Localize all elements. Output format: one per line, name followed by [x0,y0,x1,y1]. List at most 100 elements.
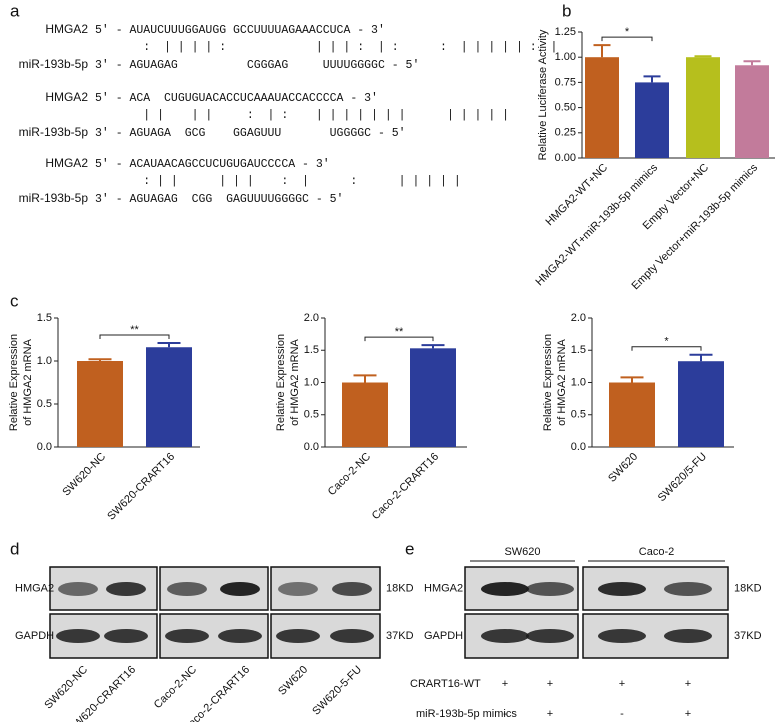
significance-bracket [631,346,702,351]
y-axis-label: of HMGA2 mRNA [22,338,34,425]
band [276,629,320,643]
condition-sign: + [547,678,553,690]
band [106,582,146,596]
sequence: 3' - AGUAGA GCG GGAGUUU UGGGGC - 5' [95,127,406,140]
band [598,629,646,643]
sequence-label: miR-193b-5p [19,57,89,71]
group-label: Caco-2 [639,546,674,558]
significance-bracket [601,36,653,42]
bar [735,65,769,158]
band [664,629,712,643]
band [481,629,529,643]
y-tick-label: 0.5 [304,409,319,421]
base-pairs: | | | | : | : | | | | | | | | | | | | [143,109,509,122]
y-tick-label: 1.0 [571,376,586,388]
bar [77,361,123,447]
band [664,582,712,596]
row-label: GAPDH [424,630,463,642]
band [58,582,98,596]
condition-sign: + [547,708,553,720]
size-label: 18KD [734,582,762,594]
error-bar [743,60,761,66]
y-axis-label: of HMGA2 mRNA [556,338,568,425]
condition-sign: + [502,678,508,690]
band [526,629,574,643]
sequence: 3' - AGUAGAG CGGGAG UUUUGGGGC - 5' [95,59,419,72]
band [481,582,529,596]
band [330,629,374,643]
significance-label: * [625,26,630,38]
y-tick-label: 0.25 [555,127,576,139]
y-tick-label: 0.0 [37,441,52,453]
sequence: 5' - ACAUAACAGCCUCUGUGAUCCCCA - 3' [95,158,330,171]
significance-label: ** [130,324,139,336]
condition-label: miR-193b-5p mimics [416,708,517,720]
y-tick-label: 1.0 [37,355,52,367]
y-tick-label: 0.00 [555,152,576,164]
size-label: 37KD [734,630,762,642]
base-pairs: : | | | | : | | | : | : : | | | | | : | [143,41,557,54]
band [332,582,372,596]
band [526,582,574,596]
sequence: 5' - AUAUCUUUGGAUGG GCCUUUUAGAAACCUCA - … [95,24,385,37]
condition-sign: - [503,708,507,720]
y-tick-label: 0.5 [571,409,586,421]
y-tick-label: 0.75 [555,76,576,88]
row-label: HMGA2 [15,582,54,594]
y-tick-label: 1.0 [304,376,319,388]
band [278,582,318,596]
panel-letter: c [10,291,19,310]
row-label: HMGA2 [424,582,463,594]
significance-label: ** [395,326,404,338]
y-axis-label: of HMGA2 mRNA [289,338,301,425]
y-axis-label: Relative Expression [542,334,554,431]
band [167,582,207,596]
band [56,629,100,643]
y-tick-label: 1.5 [571,344,586,356]
y-tick-label: 1.5 [37,312,52,324]
bar [686,57,720,159]
sequence-label: HMGA2 [45,22,88,36]
condition-label: CRART16-WT [410,678,481,690]
error-bar [353,374,377,383]
band [104,629,148,643]
error-bar [88,358,112,361]
size-label: 37KD [386,630,414,642]
y-tick-label: 0.50 [555,102,576,114]
significance-bracket [364,336,434,342]
sequence-label: miR-193b-5p [19,191,89,205]
band [165,629,209,643]
bar [678,361,724,447]
sequence-label: miR-193b-5p [19,125,89,139]
y-axis-label: Relative Expression [275,334,287,431]
bar [342,382,388,447]
bar [410,348,456,447]
error-bar [157,341,181,348]
band [218,629,262,643]
band [598,582,646,596]
error-bar [694,55,712,58]
bar [635,82,669,158]
bar [146,347,192,447]
panel-letter: d [10,539,19,558]
condition-sign: - [620,708,624,720]
error-bar [643,75,661,83]
y-axis-label: Relative Luciferase Activity [537,29,549,160]
panel-letter: b [562,1,571,20]
condition-sign: + [685,678,691,690]
y-tick-label: 2.0 [304,312,319,324]
bar [609,382,655,447]
y-tick-label: 1.00 [555,51,576,63]
y-axis-label: Relative Expression [8,334,20,431]
condition-sign: + [685,708,691,720]
y-tick-label: 0.5 [37,398,52,410]
error-bar [421,344,445,349]
condition-sign: + [619,678,625,690]
group-label: SW620 [504,546,540,558]
y-tick-label: 0.0 [571,441,586,453]
panel-letter: e [405,539,414,558]
y-tick-label: 0.0 [304,441,319,453]
significance-bracket [99,334,170,339]
band [220,582,260,596]
